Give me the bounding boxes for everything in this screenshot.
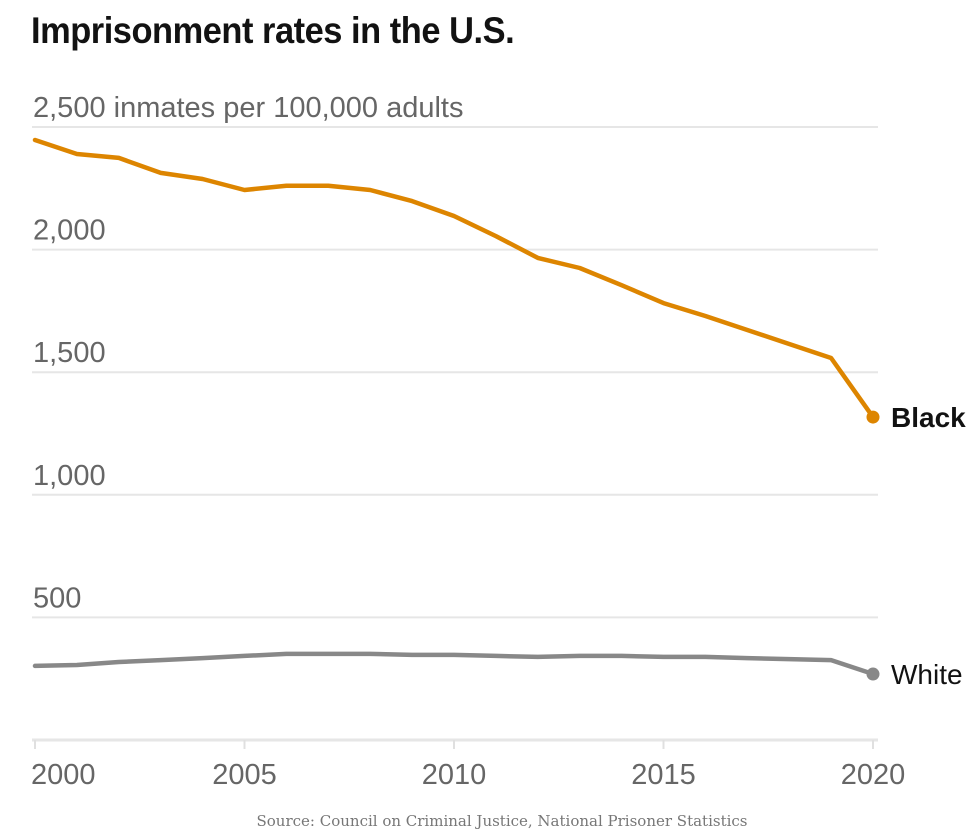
chart-title: Imprisonment rates in the U.S.: [31, 10, 515, 51]
series-line-black: [32, 137, 876, 420]
y-axis-tick-labels: 500 1,000 1,500 2,000 2,500 inmates per 100,…: [33, 92, 463, 614]
x-tick-label: 2015: [631, 759, 696, 791]
y-tick-label: 2,500 inmates per 100,000 adults: [33, 92, 463, 124]
grid-lines: [32, 126, 878, 619]
series-labels: Black White: [891, 402, 966, 690]
y-tick-label: 2,000: [33, 215, 106, 247]
series-label-white: White: [891, 659, 963, 690]
x-tick-label: 2005: [212, 759, 277, 791]
y-tick-label: 1,500: [33, 337, 106, 369]
x-tick-label: 2010: [422, 759, 487, 791]
series-end-dot-black: [866, 410, 880, 424]
y-tick-label: 1,000: [33, 460, 106, 492]
x-axis: 2000 2005 2010 2015 2020: [31, 738, 906, 791]
x-tick-label: 2020: [841, 759, 906, 791]
series-line-white: [32, 651, 876, 677]
y-tick-label: 500: [33, 582, 81, 614]
series-label-black: Black: [891, 402, 966, 433]
series-lines: [32, 137, 880, 681]
source-note: Source: Council on Criminal Justice, Nat…: [257, 812, 748, 830]
x-tick-label: 2000: [31, 759, 96, 791]
series-end-dot-white: [866, 667, 880, 681]
